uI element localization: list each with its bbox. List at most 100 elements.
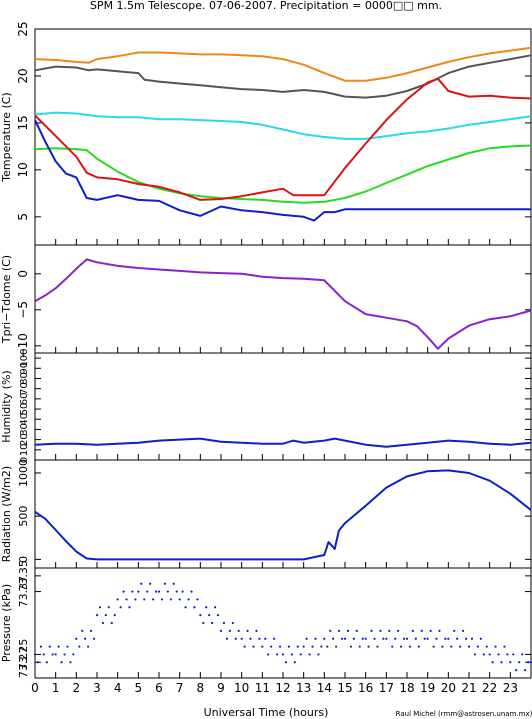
chart-title: SPM 1.5m Telescope. 07-06-2007. Precipit… [90,0,442,12]
panel-frame [34,28,532,246]
data-point [414,637,417,640]
data-point [81,629,84,632]
data-point [479,637,482,640]
x-tick-label: 13 [296,681,311,695]
y-tick-label: 73.37 [17,576,30,608]
panel-frame [34,459,532,569]
x-tick-label: 2 [73,681,81,695]
x-tick-label: 18 [399,681,414,695]
data-point [453,629,456,632]
data-point [143,598,146,601]
data-point [287,645,291,648]
y-tick-label: 1000 [17,459,30,487]
data-point [54,653,57,656]
data-point [408,645,412,648]
series-line-2 [34,111,532,140]
y-tick-label: 20 [16,68,30,83]
x-tick-label: 9 [217,681,225,695]
data-point [228,629,231,632]
x-tick-label: 20 [441,681,456,695]
y-axis-label: Pressure (kPa) [0,584,13,662]
data-point [208,614,211,617]
y-tick-label: 15 [16,115,30,130]
data-point [444,637,447,640]
x-tick-label: 23 [503,681,518,695]
data-point [370,629,373,632]
data-point [429,629,432,632]
x-axis-label: Universal Time (hours) [204,706,329,719]
data-point [264,637,267,640]
data-point [284,661,288,664]
data-point [435,637,438,640]
data-point [438,629,441,632]
data-point [216,614,220,617]
data-point [213,606,217,609]
data-point [151,598,155,601]
data-point [157,590,161,593]
x-tick-label: 5 [135,681,143,695]
data-point [293,661,296,664]
x-tick-label: 4 [114,681,122,695]
data-point [461,629,465,632]
data-point [178,598,181,601]
data-point [60,661,63,664]
data-point [361,637,364,640]
x-tick-label: 21 [461,681,476,695]
y-tick-label: 70 [19,382,30,395]
x-tick-label: 6 [155,681,163,695]
data-point [441,645,444,648]
data-point [202,621,205,625]
data-point [69,661,72,664]
data-point [473,653,477,656]
x-tick-label: 10 [234,681,249,695]
y-tick-label: −10 [16,333,30,358]
data-point [385,637,388,640]
data-point [500,661,503,664]
series-line-0 [34,258,532,350]
data-point [175,590,178,593]
x-tick-label: 11 [255,681,270,695]
data-point [196,598,199,601]
panel-frame [34,567,532,679]
data-point [278,645,282,648]
data-point [402,637,406,640]
data-point [391,645,394,648]
data-point [137,590,140,593]
data-point [512,653,515,656]
y-tick-label: 5 [16,213,30,221]
data-point [160,598,164,601]
data-point [332,637,335,640]
data-point [252,645,255,648]
data-point [397,629,400,632]
x-tick-label: 12 [275,681,290,695]
data-point [66,645,69,648]
data-point [39,645,43,648]
data-point [125,598,128,601]
data-point [470,637,474,640]
x-tick-label: 0 [31,681,39,695]
data-point [92,637,96,640]
data-point [497,653,500,656]
data-point [464,637,468,640]
data-point [267,653,270,656]
y-axis-label: Tpri−Tdome (C) [0,255,13,344]
series-line-0 [34,469,532,561]
data-point [107,606,110,609]
data-point [456,637,459,640]
data-point [95,614,99,617]
data-point [494,645,497,648]
y-tick-label: 80 [19,372,30,385]
data-point [411,629,415,632]
data-point [122,590,125,593]
series-line-3 [34,144,532,204]
y-tick-label: 0 [16,270,30,278]
data-point [302,645,305,648]
series-line-1 [34,54,532,99]
data-point [317,653,320,656]
data-point [63,653,66,656]
data-point [169,598,172,601]
